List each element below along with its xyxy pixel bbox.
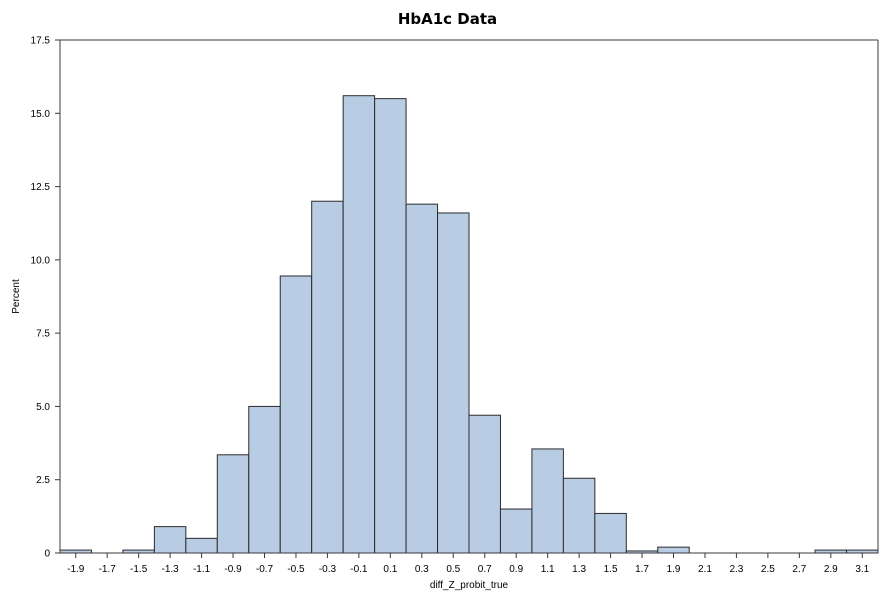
histogram-bar	[279, 275, 313, 554]
histogram-bar	[405, 203, 439, 554]
x-tick-label: 1.7	[635, 564, 649, 575]
y-tick-label: 12.5	[31, 182, 51, 193]
x-tick-label: 2.9	[824, 564, 838, 575]
x-tick-label: -1.7	[99, 564, 117, 575]
histogram-bar	[311, 200, 344, 554]
x-tick-label: -0.3	[319, 564, 337, 575]
y-tick-label: 7.5	[36, 329, 50, 340]
x-tick-label: 0.5	[446, 564, 460, 575]
x-tick-label: -0.1	[350, 564, 368, 575]
x-tick-label: -0.9	[224, 564, 242, 575]
y-ticks-layer: 0 2.5 5.0 7.5 10.0 12.5 15.0 17.5	[31, 36, 60, 560]
histogram-bar	[562, 477, 596, 554]
x-tick-label: -1.3	[161, 564, 179, 575]
x-tick-label: 2.5	[761, 564, 775, 575]
x-tick-label: 0.7	[478, 564, 492, 575]
x-tick-label: 0.1	[383, 564, 397, 575]
histogram-bar	[342, 95, 376, 554]
bars-layer	[59, 95, 879, 554]
x-tick-label: -1.1	[193, 564, 211, 575]
histogram-bar	[216, 454, 250, 554]
y-axis-label: Percent	[11, 279, 22, 314]
x-tick-label: 1.9	[667, 564, 681, 575]
x-tick-label: 3.1	[855, 564, 869, 575]
y-tick-label: 15.0	[31, 109, 51, 120]
x-tick-label: -1.9	[67, 564, 85, 575]
y-tick-label: 0	[44, 549, 50, 560]
y-tick-label: 17.5	[31, 36, 51, 47]
histogram-bar	[499, 508, 533, 554]
histogram-bar	[594, 512, 627, 554]
histogram-bar	[153, 526, 187, 554]
histogram-bar	[657, 546, 690, 554]
histogram-bar	[185, 537, 218, 554]
y-tick-label: 10.0	[31, 255, 51, 266]
x-tick-label: 0.9	[509, 564, 523, 575]
x-tick-label: 1.3	[572, 564, 586, 575]
x-tick-label: 2.1	[698, 564, 712, 575]
x-tick-label: -0.5	[287, 564, 305, 575]
x-tick-label: 2.7	[792, 564, 806, 575]
y-tick-label: 5.0	[36, 402, 50, 413]
x-tick-label: -1.5	[130, 564, 148, 575]
x-axis-label: diff_Z_probit_true	[430, 580, 509, 591]
histogram-bar	[437, 212, 470, 554]
x-tick-label: 1.5	[604, 564, 618, 575]
chart-title: HbA1c Data	[397, 10, 498, 28]
histogram-bar	[248, 405, 281, 554]
x-tick-label: -0.7	[256, 564, 274, 575]
x-tick-label: 0.3	[415, 564, 429, 575]
y-tick-label: 2.5	[36, 475, 50, 486]
x-tick-label: 1.1	[541, 564, 555, 575]
x-ticks-layer: -1.9 -1.7 -1.5 -1.3 -1.1 -0.9 -0.7 -0.5 -0.3 -0.1…	[67, 553, 870, 575]
histogram-bar	[374, 98, 407, 554]
histogram-bar	[531, 448, 564, 554]
histogram-bar	[468, 414, 501, 554]
x-tick-label: 2.3	[729, 564, 743, 575]
